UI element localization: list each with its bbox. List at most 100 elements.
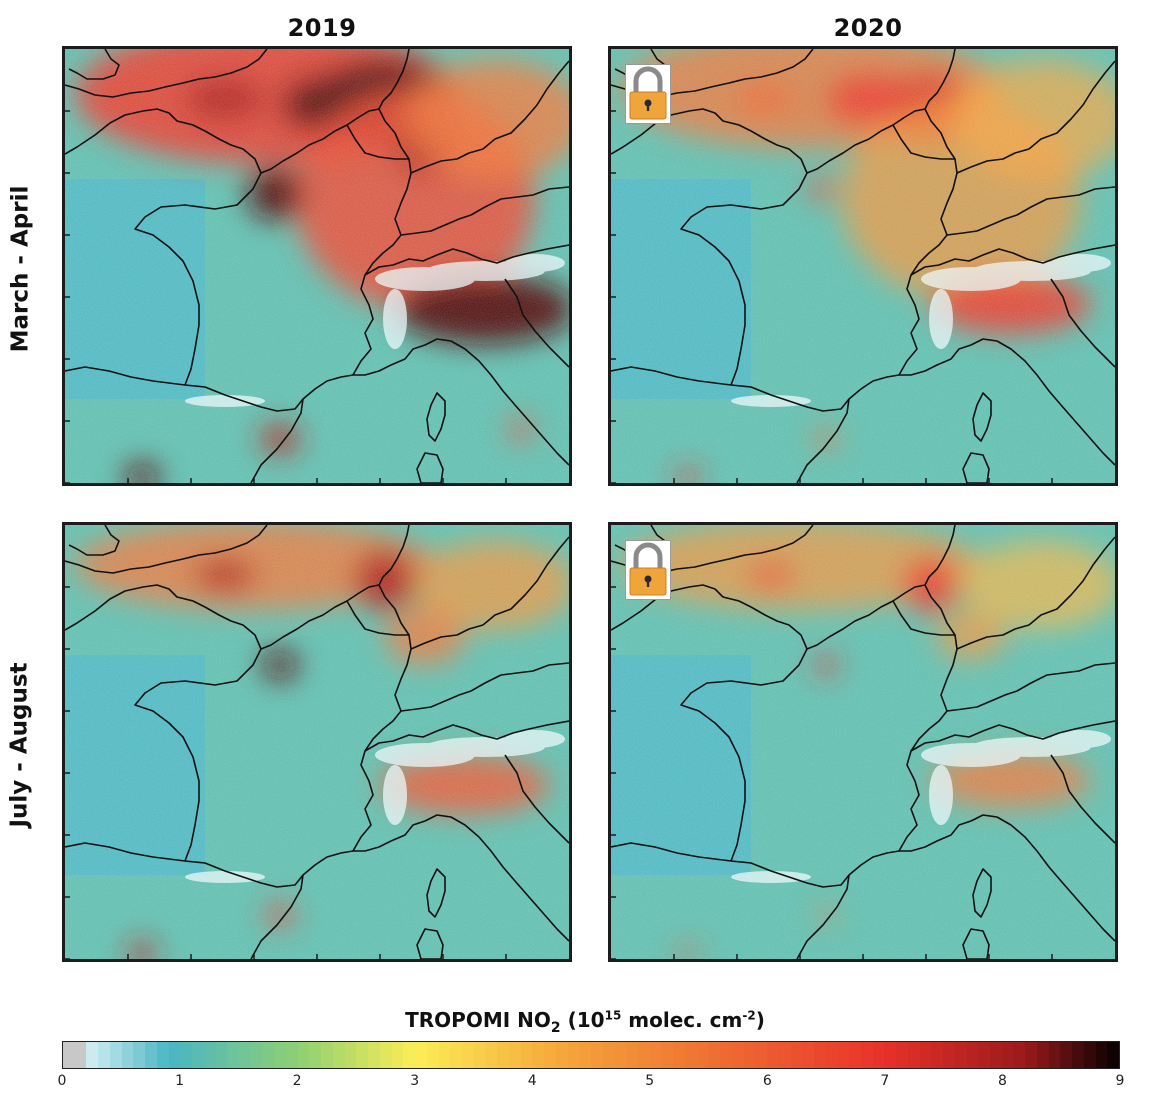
border-line: [730, 850, 900, 888]
colorbar-segment: [814, 1042, 826, 1068]
border-line: [956, 148, 1030, 174]
retrieval-noise: [65, 525, 569, 959]
border-line: [680, 648, 808, 862]
colorbar-segment: [755, 1042, 768, 1068]
border-line: [611, 525, 956, 650]
colorbar-segment: [109, 1042, 122, 1068]
colorbar-segment: [778, 1042, 791, 1068]
colorbar-segment: [415, 1042, 427, 1068]
border-line: [470, 662, 569, 692]
border-line: [482, 536, 569, 626]
border-line: [65, 842, 186, 862]
border-line: [910, 720, 1115, 752]
colorbar-segment: [532, 1042, 545, 1068]
colorbar-segment: [344, 1042, 357, 1068]
colorbar-segment: [426, 1042, 439, 1068]
colorbar-segment: [637, 1042, 650, 1068]
colorbar-segment: [743, 1042, 756, 1068]
country-borders: [611, 49, 1115, 483]
border-line: [730, 374, 900, 412]
frame-ticks: [611, 110, 1053, 483]
border-line: [946, 690, 1018, 712]
border-line: [482, 60, 569, 150]
border-line: [410, 148, 484, 174]
colorbar-segment: [520, 1042, 533, 1068]
frame-ticks: [65, 586, 507, 959]
no2-map: [65, 49, 569, 483]
colorbar-segment: [168, 1042, 181, 1068]
colorbar-segment: [86, 1042, 99, 1068]
no2-map: [611, 49, 1115, 483]
colorbar-segment: [438, 1042, 451, 1068]
colorbar-segment: [602, 1042, 615, 1068]
colorbar-tick-label: 0: [57, 1073, 67, 1089]
colorbar-segment: [403, 1042, 416, 1068]
border-line: [611, 49, 956, 174]
corsica-outline: [426, 392, 446, 442]
colorbar-segment: [98, 1042, 110, 1068]
colorbar-segment: [227, 1042, 240, 1068]
border-line: [424, 814, 569, 942]
border-line: [364, 720, 569, 752]
border-line: [65, 366, 186, 386]
border-line: [346, 600, 409, 636]
border-line: [68, 49, 120, 80]
colorbar-segment: [954, 1042, 967, 1068]
colorbar-segment: [872, 1042, 885, 1068]
map-panel-march-april-2020: [608, 46, 1118, 486]
colorbar-segment: [837, 1042, 850, 1068]
border-line: [898, 108, 958, 376]
colorbar-segment: [790, 1042, 803, 1068]
column-title-2020: 2020: [833, 14, 903, 42]
border-line: [898, 584, 958, 852]
border-line: [400, 214, 472, 236]
colorbar-segment: [1013, 1042, 1026, 1068]
map-panel-march-april-2019: [62, 46, 572, 486]
corsica-outline: [972, 392, 992, 442]
colorbar-segment: [919, 1042, 932, 1068]
border-line: [352, 584, 412, 852]
colorbar-segment: [391, 1042, 404, 1068]
corsica-outline: [972, 868, 992, 918]
row-title-text: July - August: [7, 662, 34, 828]
border-line: [611, 842, 732, 862]
colorbar-segment: [250, 1042, 263, 1068]
retrieval-noise: [611, 525, 1115, 959]
sardinia-outline: [416, 452, 444, 483]
colorbar-segment: [215, 1042, 228, 1068]
colorbar-segment: [203, 1042, 216, 1068]
colorbar-segment: [1036, 1042, 1049, 1068]
border-line: [353, 820, 426, 852]
colorbar-segment: [121, 1042, 134, 1068]
colorbar-segment: [802, 1042, 814, 1068]
padlock-graphic: [629, 66, 667, 120]
colorbar-tick-label: 4: [527, 1073, 537, 1089]
border-line: [956, 624, 1030, 650]
border-line: [796, 398, 850, 483]
border-line: [353, 344, 426, 376]
colorbar-segment: [497, 1042, 509, 1068]
map-panel-july-august-2019: [62, 522, 572, 962]
row-title-march-april: March - April: [0, 46, 40, 492]
colorbar-segment: [1095, 1042, 1108, 1068]
colorbar-segment: [684, 1042, 697, 1068]
border-line: [1016, 186, 1115, 216]
colorbar-segment: [1083, 1042, 1096, 1068]
colorbar-segment: [368, 1042, 380, 1068]
border-line: [184, 850, 354, 888]
colorbar-segment: [321, 1042, 333, 1068]
colorbar-tick-label: 1: [175, 1073, 185, 1089]
border-line: [892, 600, 955, 636]
colorbar-segment: [450, 1042, 462, 1068]
border-line: [946, 214, 1018, 236]
border-line: [424, 338, 569, 466]
border-line: [910, 244, 1115, 276]
border-line: [364, 244, 569, 276]
border-line: [346, 124, 409, 160]
colorbar-tick-label: 8: [997, 1073, 1007, 1089]
colorbar-segment: [708, 1042, 721, 1068]
border-line: [352, 108, 412, 376]
colorbar-segment: [696, 1042, 709, 1068]
border-line: [410, 624, 484, 650]
colorbar-segment: [767, 1042, 779, 1068]
